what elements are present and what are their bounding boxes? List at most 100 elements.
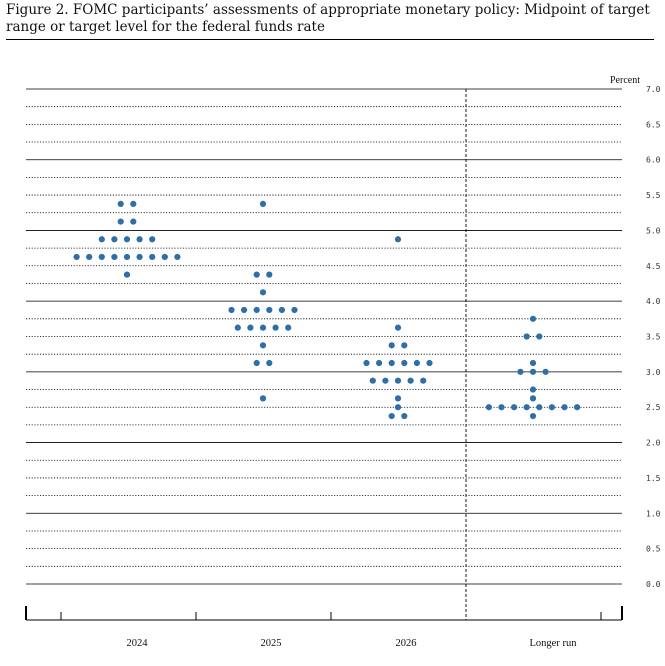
rate-dot — [98, 236, 105, 243]
rate-dot — [272, 324, 279, 331]
rate-dot — [401, 359, 408, 367]
rate-dot — [529, 359, 537, 367]
x-category-label: 2025 — [261, 638, 282, 649]
y-tick-label: 5.5 — [646, 191, 661, 200]
dot-series — [73, 200, 581, 420]
rate-dot — [266, 359, 273, 367]
rate-dot — [561, 404, 568, 411]
rate-dot — [394, 236, 402, 243]
rate-dot — [130, 218, 137, 225]
y-tick-label: 6.0 — [646, 156, 661, 165]
rate-dot — [291, 306, 298, 314]
rate-dot — [278, 306, 285, 314]
rate-dot — [420, 377, 427, 384]
rate-dot — [413, 359, 420, 367]
y-tick-label: 3.0 — [646, 368, 661, 377]
rate-dot — [228, 306, 235, 314]
rate-dot — [407, 377, 414, 384]
rate-dot — [266, 271, 273, 278]
rate-dot — [498, 404, 505, 411]
rate-dot — [136, 253, 143, 261]
rate-dot — [536, 333, 543, 340]
y-tick-label: 2.5 — [646, 403, 661, 412]
x-category-label: 2026 — [396, 638, 417, 649]
rate-dot — [394, 395, 402, 402]
rate-dot — [111, 236, 118, 243]
rate-dot — [394, 377, 402, 384]
y-tick-label: 4.5 — [646, 262, 661, 271]
rate-dot — [529, 315, 537, 322]
y-tick-label: 3.5 — [646, 333, 661, 342]
figure-caption: Figure 2. FOMC participants’ assessments… — [6, 2, 650, 35]
rate-dot — [174, 253, 181, 261]
rate-dot — [542, 368, 549, 375]
rate-dot — [426, 359, 433, 367]
rate-dot — [149, 253, 156, 261]
rate-dot — [388, 359, 395, 367]
gridlines — [26, 88, 622, 620]
rate-dot — [123, 271, 131, 278]
rate-dot — [123, 236, 131, 243]
rate-dot — [574, 404, 581, 411]
rate-dot — [98, 253, 105, 261]
rate-dot — [529, 412, 537, 420]
rate-dot — [136, 236, 143, 243]
rate-dot — [149, 236, 156, 243]
rate-dot — [369, 377, 376, 384]
rate-dot — [394, 404, 402, 411]
caption-rule — [6, 39, 654, 40]
y-tick-label: 4.0 — [646, 297, 661, 306]
y-tick-label: 0.5 — [646, 545, 661, 554]
rate-dot — [510, 404, 518, 411]
rate-dot — [73, 253, 80, 261]
rate-dot — [285, 324, 292, 331]
y-axis-ticks: 0.0 0.5 1.0 1.5 2.0 2.5 3.0 3.5 4.0 4.5 5.0 5.5 6.0 6… — [646, 85, 661, 589]
rate-dot — [234, 324, 241, 331]
rate-dot — [111, 253, 118, 261]
rate-dot — [401, 342, 408, 349]
rate-dot — [259, 324, 267, 331]
rate-dot — [382, 377, 389, 384]
rate-dot — [376, 359, 383, 367]
rate-dot — [529, 386, 537, 393]
rate-dot — [247, 324, 254, 331]
rate-dot — [123, 253, 131, 261]
y-tick-label: 5.0 — [646, 226, 661, 235]
rate-dot — [401, 412, 408, 420]
y-tick-label: 7.0 — [646, 85, 661, 94]
rate-dot — [523, 333, 530, 340]
rate-dot — [253, 271, 260, 278]
rate-dot — [259, 342, 267, 349]
rate-dot — [548, 404, 556, 411]
rate-dot — [259, 395, 267, 402]
rate-dot — [529, 395, 537, 402]
y-tick-label: 0.0 — [646, 580, 661, 589]
rate-dot — [253, 359, 260, 367]
rate-dot — [485, 404, 492, 411]
unit-label: Percent — [610, 75, 640, 86]
rate-dot — [161, 253, 168, 261]
rate-dot — [86, 253, 93, 261]
rate-dot — [253, 306, 260, 314]
rate-dot — [241, 306, 248, 314]
rate-dot — [536, 404, 543, 411]
y-tick-label: 1.0 — [646, 509, 661, 518]
rate-dot — [259, 289, 267, 296]
x-category-label: Longer run — [530, 638, 578, 649]
x-axis: 2024 2025 2026 Longer run — [25, 606, 623, 649]
y-tick-label: 1.5 — [646, 474, 661, 483]
rate-dot — [117, 200, 124, 208]
rate-dot — [517, 368, 524, 375]
y-tick-label: 6.5 — [646, 120, 661, 129]
rate-dot — [259, 200, 267, 208]
rate-dot — [117, 218, 124, 225]
rate-dot — [363, 359, 370, 367]
rate-dot — [388, 342, 395, 349]
rate-dot — [394, 324, 402, 331]
rate-dot — [130, 200, 137, 208]
rate-dot — [388, 412, 395, 420]
rate-dot — [529, 368, 537, 375]
y-tick-label: 2.0 — [646, 439, 661, 448]
x-category-label: 2024 — [127, 638, 149, 649]
